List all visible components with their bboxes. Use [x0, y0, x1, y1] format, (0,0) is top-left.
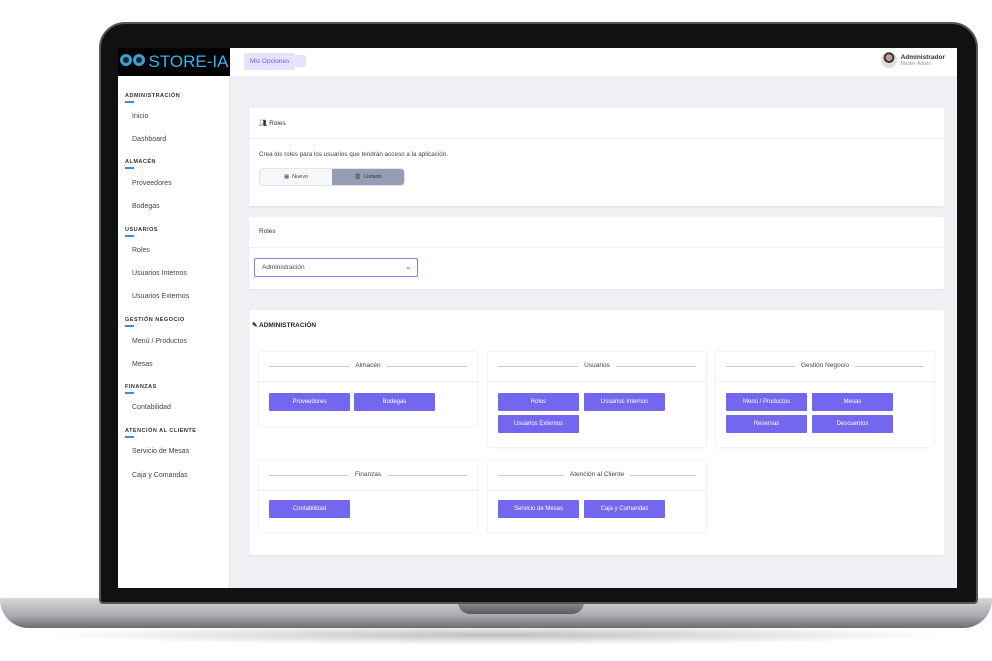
app-screen: STORE-IA ADMINISTRACIÓN Inicio Dashboard…: [118, 48, 957, 588]
users-icon: 👥︎: [259, 120, 268, 127]
sidebar-item-caja-comandas[interactable]: Caja y Comandas: [132, 472, 188, 479]
btn-servicio-mesas[interactable]: Servicio de Mesas: [498, 500, 579, 518]
tab-listado-label: Listado: [364, 174, 382, 180]
sidebar-item-roles[interactable]: Roles: [132, 247, 150, 254]
sidebar-item-inicio[interactable]: Inicio: [132, 113, 149, 120]
divider: [249, 247, 944, 248]
sidebar-item-usuarios-internos[interactable]: Usuarios Internos: [132, 270, 187, 277]
logo-text: STORE-IA: [148, 52, 229, 71]
sidebar-item-usuarios-externos[interactable]: Usuarios Externos: [132, 293, 190, 300]
sidebar-section-usuarios: USUARIOS: [125, 227, 159, 237]
grid-icon: ▦: [283, 174, 290, 180]
group-title: Atención al Cliente: [488, 471, 706, 478]
sidebar-item-dashboard[interactable]: Dashboard: [132, 136, 167, 143]
tab-nuevo-label: Nuevo: [292, 174, 309, 180]
mis-opciones-button[interactable]: Mis Opciones: [244, 53, 296, 70]
tab-nuevo[interactable]: ▦ Nuevo: [260, 169, 332, 185]
chevron-down-icon: ⌄: [405, 264, 411, 271]
group-atencion-cliente: Atención al Cliente Servicio de Mesas Ca…: [488, 461, 706, 532]
user-menu[interactable]: Administrador Master Admin: [880, 52, 945, 68]
clipboard-icon: 📋︎: [354, 174, 362, 180]
group-almacen: Almacén Proveedores Bodegas: [259, 352, 477, 426]
sidebar-section-atencion-cliente: ATENCIÓN AL CLIENTE: [125, 428, 197, 438]
sidebar-section-finanzas: FINANZAS: [125, 384, 157, 394]
btn-usuarios-externos[interactable]: Usuarios Externos: [498, 415, 579, 433]
modules-card: ✎ ADMINISTRACIÓN Almacén Proveedores Bod…: [249, 310, 944, 555]
btn-mesas[interactable]: Mesas: [812, 393, 893, 411]
tab-listado[interactable]: 📋︎ Listado: [332, 169, 404, 185]
roles-card: 👥︎ Roles Crea los roles para los usuario…: [249, 108, 944, 206]
gear-logo-icon: [119, 54, 146, 70]
sidebar-item-contabilidad[interactable]: Contabilidad: [132, 404, 171, 411]
avatar: [880, 52, 897, 68]
laptop-shadow: [40, 625, 952, 645]
sidebar-section-almacen: ALMACÉN: [125, 159, 156, 169]
role-select[interactable]: Administración ⌄: [254, 258, 418, 277]
modules-card-title: ✎ ADMINISTRACIÓN: [252, 321, 316, 329]
sidebar: ADMINISTRACIÓN Inicio Dashboard ALMACÉN …: [118, 76, 230, 588]
options-extra-button[interactable]: [295, 55, 306, 67]
btn-descuentos[interactable]: Descuentos: [812, 415, 893, 433]
divider: [249, 138, 944, 139]
roles-description: Crea los roles para los usuarios que ten…: [259, 151, 449, 158]
logo[interactable]: STORE-IA: [118, 48, 230, 76]
group-title: Almacén: [259, 362, 477, 369]
topbar: Mis Opciones Administrador Master Admin: [230, 48, 957, 76]
btn-reservas[interactable]: Reservas: [726, 415, 807, 433]
user-role: Master Admin: [900, 60, 932, 67]
sidebar-item-menu-productos[interactable]: Menú / Productos: [132, 338, 187, 345]
role-select-card: Roles Administración ⌄: [249, 217, 944, 289]
btn-roles[interactable]: Roles: [498, 393, 579, 411]
sidebar-section-gestion-negocio: GESTIÓN NEGOCIO: [125, 317, 185, 327]
group-gestion-negocio: Gestión Negocio Menú / Productos Mesas R…: [716, 352, 934, 447]
sidebar-item-bodegas[interactable]: Bodegas: [132, 203, 160, 210]
btn-proveedores[interactable]: Proveedores: [269, 393, 350, 411]
roles-card-title: 👥︎ Roles: [259, 119, 286, 127]
group-usuarios: Usuarios Roles Usuarios Internos Usuario…: [488, 352, 706, 447]
role-select-value: Administración: [262, 264, 305, 271]
group-title: Finanzas: [259, 471, 477, 478]
btn-caja-comandas[interactable]: Caja y Comandas: [584, 500, 665, 518]
sidebar-section-administracion: ADMINISTRACIÓN: [125, 93, 181, 103]
edit-icon: ✎: [252, 322, 258, 329]
btn-usuarios-internos[interactable]: Usuarios Internos: [584, 393, 665, 411]
sidebar-item-servicio-mesas[interactable]: Servicio de Mesas: [132, 448, 190, 455]
group-title: Gestión Negocio: [716, 362, 934, 369]
view-toggle: ▦ Nuevo 📋︎ Listado: [259, 168, 405, 186]
roles-title-text: Roles: [269, 120, 286, 127]
group-finanzas: Finanzas Contabilidad: [259, 461, 477, 532]
user-name: Administrador: [900, 53, 945, 61]
btn-bodegas[interactable]: Bodegas: [354, 393, 435, 411]
sidebar-item-proveedores[interactable]: Proveedores: [132, 180, 172, 187]
role-select-title: Roles: [259, 228, 276, 235]
modules-title-text: ADMINISTRACIÓN: [259, 322, 317, 329]
sidebar-item-mesas[interactable]: Mesas: [132, 361, 153, 368]
btn-contabilidad[interactable]: Contabilidad: [269, 500, 350, 518]
group-title: Usuarios: [488, 362, 706, 369]
btn-menu-productos[interactable]: Menú / Productos: [726, 393, 807, 411]
